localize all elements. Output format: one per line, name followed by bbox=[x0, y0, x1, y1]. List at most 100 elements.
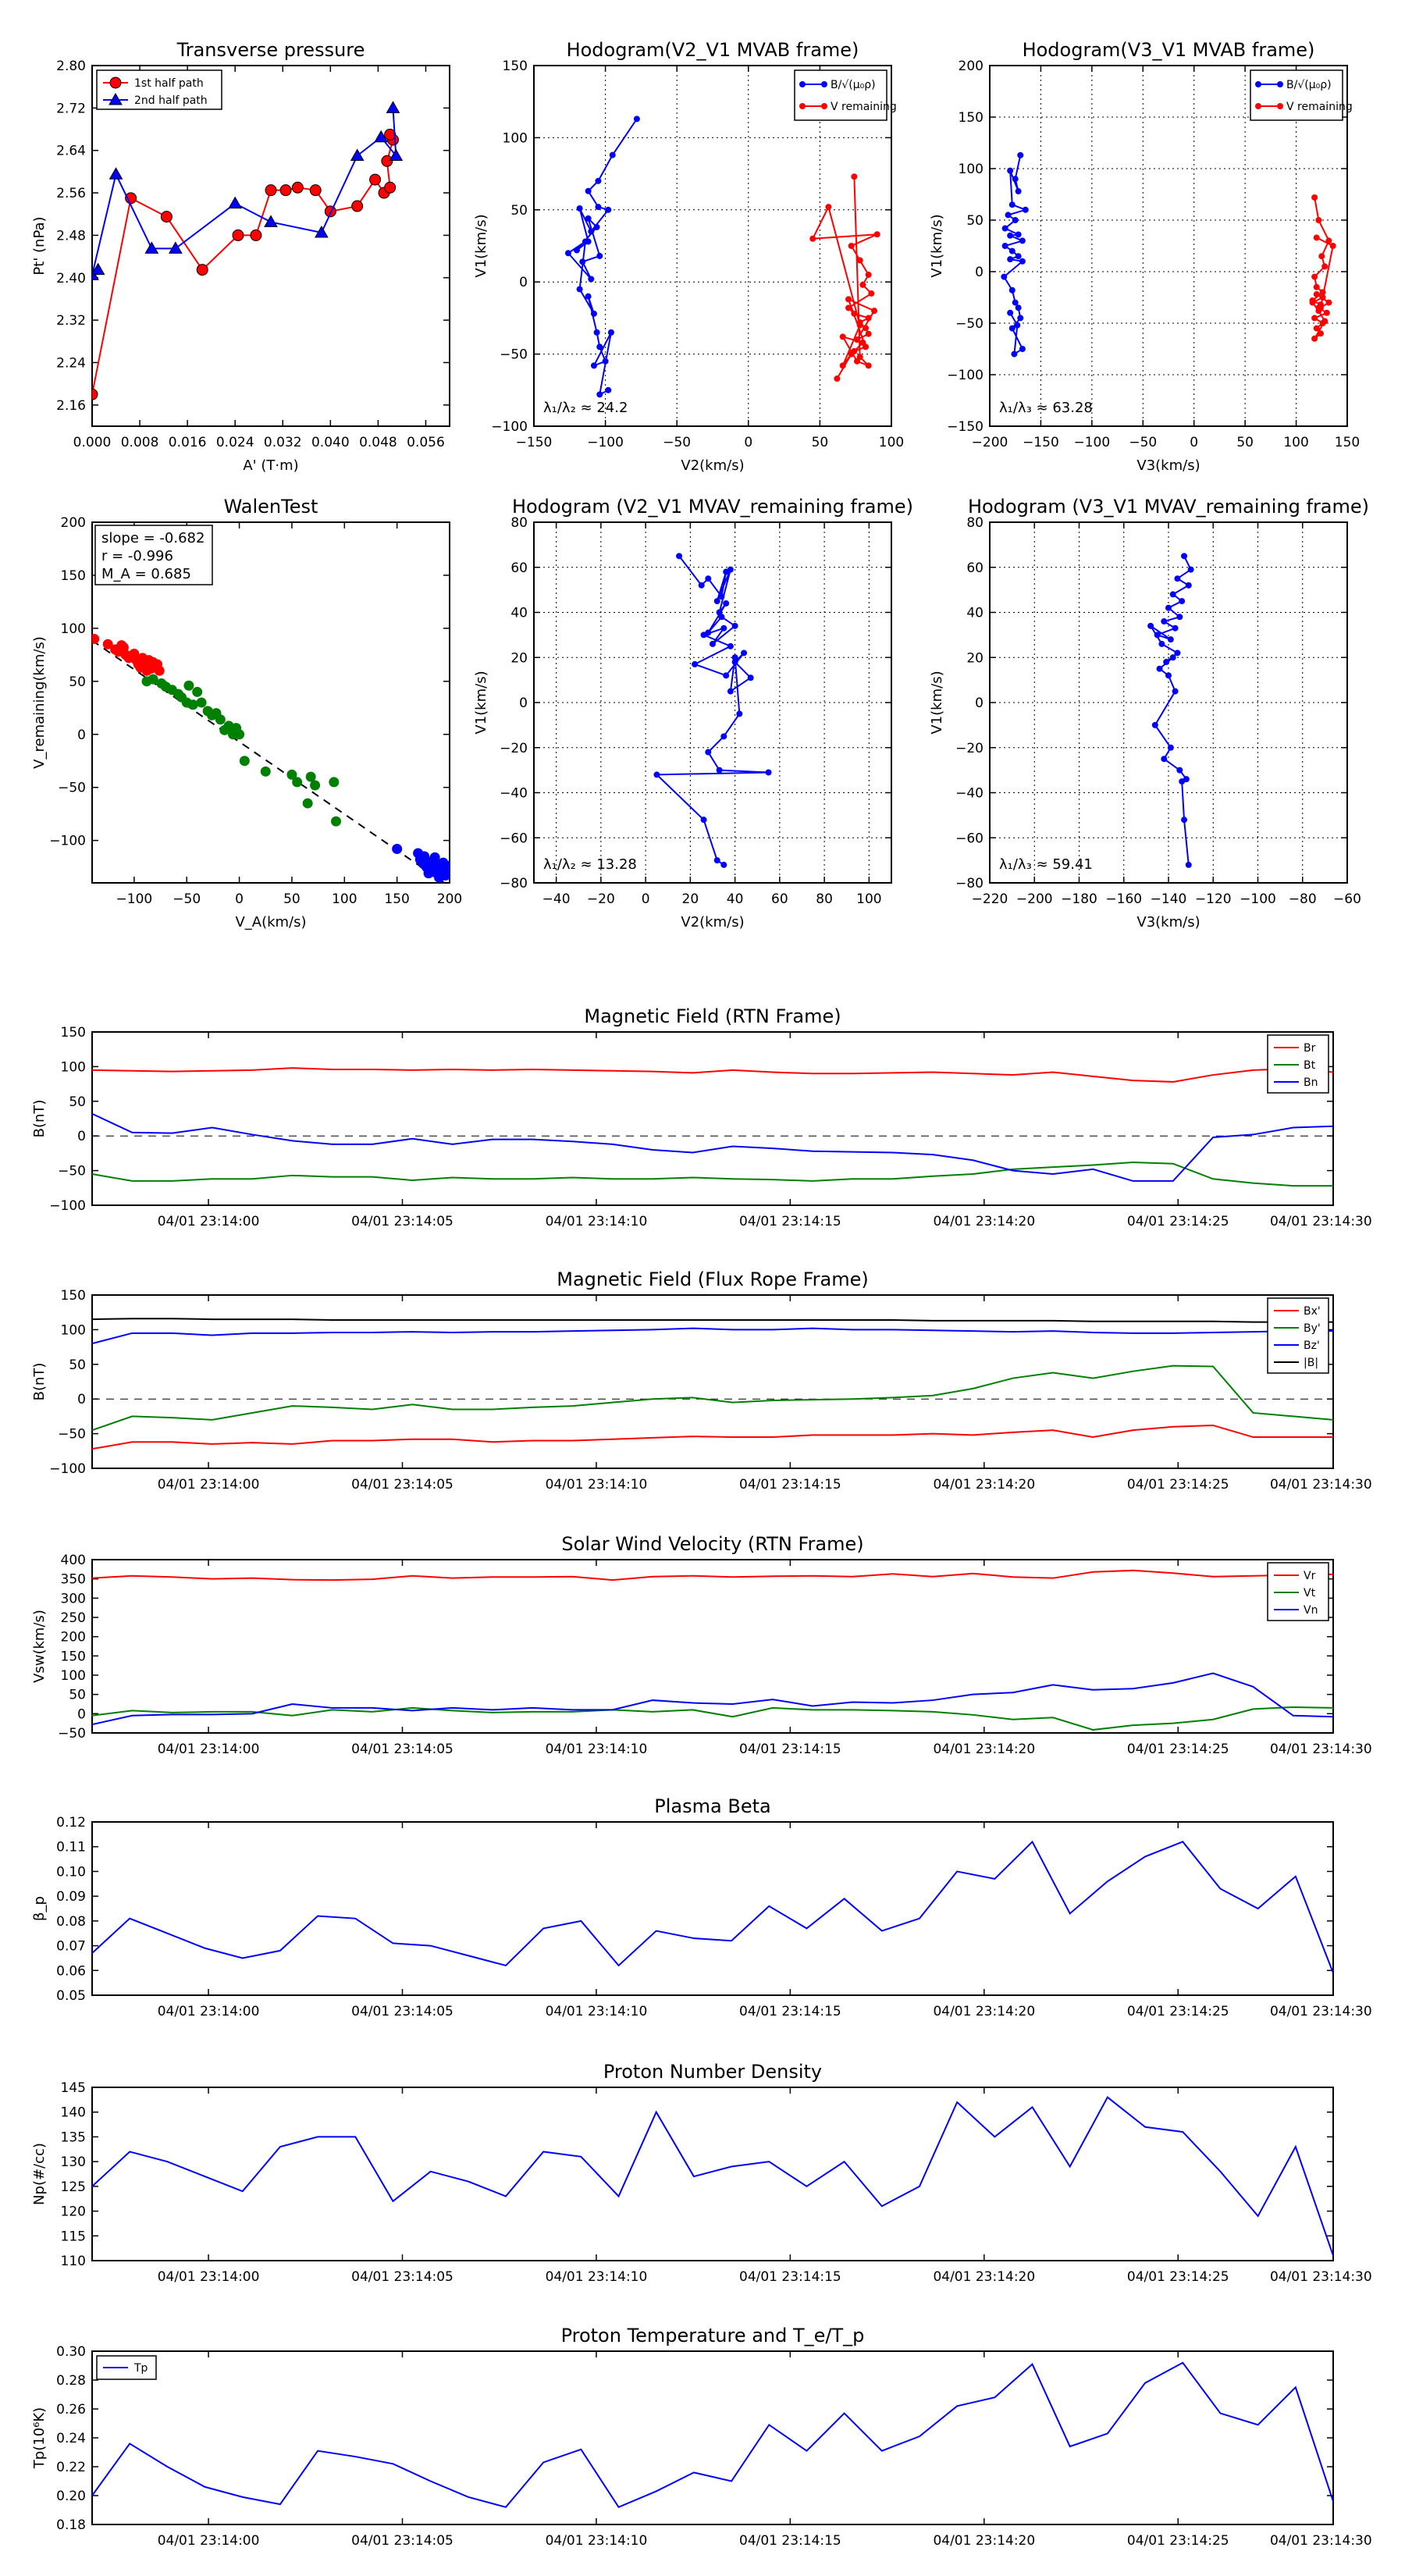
y-tick-label: 0 bbox=[77, 1392, 86, 1407]
data-point bbox=[423, 868, 434, 879]
data-point bbox=[1014, 322, 1021, 329]
series-line-Br bbox=[92, 1067, 1333, 1083]
axes-frame bbox=[91, 1294, 1334, 1469]
legend-label: By' bbox=[1304, 1322, 1321, 1335]
x-tick-label: 150 bbox=[1335, 435, 1360, 450]
data-point bbox=[573, 247, 580, 254]
chart-title-h2r: Hodogram (V2_V1 MVAV_remaining frame) bbox=[512, 496, 913, 518]
data-point bbox=[1008, 247, 1016, 254]
y-tick-label: 100 bbox=[959, 162, 984, 177]
data-point bbox=[1313, 325, 1320, 332]
series-line-Tp bbox=[92, 2361, 1333, 2509]
y-tick-label: 0 bbox=[77, 1129, 86, 1144]
y-tick-label: 100 bbox=[503, 130, 528, 146]
x-tick-label: 50 bbox=[1236, 435, 1254, 450]
x-tick-label: 04/01 23:14:25 bbox=[1127, 2533, 1229, 2549]
x-tick-label: 04/01 23:14:30 bbox=[1270, 1477, 1372, 1493]
data-point bbox=[593, 223, 600, 230]
data-point bbox=[809, 235, 816, 242]
data-point bbox=[1017, 315, 1024, 322]
series-line-Vn bbox=[92, 1672, 1333, 1726]
data-point bbox=[102, 639, 113, 649]
data-point bbox=[1007, 256, 1014, 263]
y-tick-label: 50 bbox=[966, 213, 984, 229]
y-tick-label: −100 bbox=[491, 419, 528, 435]
x-tick-label: −80 bbox=[1289, 891, 1317, 907]
data-point bbox=[286, 769, 297, 780]
legend-label: Bz' bbox=[1304, 1340, 1320, 1352]
data-point bbox=[1313, 283, 1320, 290]
data-point bbox=[851, 347, 858, 354]
data-point bbox=[1001, 243, 1008, 249]
y-tick-label: 80 bbox=[966, 515, 984, 531]
data-point bbox=[1179, 778, 1186, 785]
y-tick-label: 100 bbox=[61, 1059, 86, 1075]
data-point bbox=[1323, 309, 1330, 316]
data-point bbox=[590, 362, 597, 369]
data-point bbox=[386, 101, 400, 113]
legend-marker bbox=[821, 81, 827, 87]
y-axis-label: Pt' (nPa) bbox=[31, 216, 48, 275]
chart-h2: Hodogram(V2_V1 MVAB frame) −100 −50 0 50 100 1… bbox=[473, 39, 904, 474]
data-point bbox=[1329, 243, 1336, 249]
y-axis-label: Tp(10⁶K) bbox=[31, 2407, 48, 2469]
y-tick-label: 2.32 bbox=[56, 313, 86, 329]
y-tick-label: −50 bbox=[58, 1726, 86, 1742]
y-axis-label: V_remaining(km/s) bbox=[31, 636, 48, 769]
series-line-|B| bbox=[92, 1318, 1333, 1323]
data-point bbox=[1015, 231, 1022, 238]
data-point bbox=[633, 116, 640, 123]
data-point bbox=[1309, 299, 1316, 306]
chart-title-vsw: Solar Wind Velocity (RTN Frame) bbox=[561, 1533, 863, 1555]
data-point bbox=[576, 205, 583, 212]
axes-frame bbox=[91, 1031, 1334, 1206]
x-axis-label: V3(km/s) bbox=[1136, 457, 1200, 474]
data-point bbox=[1012, 176, 1019, 183]
y-tick-label: 0.09 bbox=[56, 1889, 86, 1905]
data-point bbox=[1015, 304, 1022, 311]
data-point bbox=[1311, 315, 1318, 322]
chart-vsw: Solar Wind Velocity (RTN Frame) −50 0 50 100… bbox=[31, 1533, 1372, 1757]
y-tick-label: −50 bbox=[955, 316, 984, 332]
data-point bbox=[1325, 299, 1332, 306]
data-point bbox=[865, 315, 872, 322]
x-tick-label: −180 bbox=[1061, 891, 1097, 907]
data-point bbox=[1156, 665, 1163, 672]
data-point bbox=[369, 173, 382, 186]
data-point bbox=[609, 151, 616, 158]
data-point bbox=[720, 733, 727, 740]
data-point bbox=[1321, 263, 1329, 270]
x-tick-label: 200 bbox=[437, 891, 462, 907]
y-tick-label: 2.40 bbox=[56, 271, 86, 286]
y-tick-label: 0.28 bbox=[56, 2373, 86, 2389]
x-tick-label: −100 bbox=[1074, 435, 1111, 450]
y-tick-label: 200 bbox=[61, 515, 86, 531]
stats-line: r = -0.996 bbox=[101, 548, 173, 564]
data-point bbox=[585, 215, 592, 222]
x-tick-label: 04/01 23:14:15 bbox=[739, 1214, 841, 1229]
data-point bbox=[1008, 201, 1016, 208]
chart-mag_rtn: Magnetic Field (RTN Frame) −100 −50 0 50 100 1… bbox=[31, 1005, 1372, 1229]
chart-np: Proton Number Density 110 115 120 125 130 135 1… bbox=[31, 2061, 1372, 2285]
x-tick-label: −160 bbox=[1105, 891, 1142, 907]
data-point bbox=[834, 375, 841, 382]
data-point bbox=[602, 358, 609, 365]
y-tick-label: 110 bbox=[61, 2254, 86, 2269]
legend-marker bbox=[799, 81, 806, 87]
x-tick-label: −150 bbox=[1023, 435, 1059, 450]
data-point bbox=[1187, 566, 1194, 573]
x-tick-label: −100 bbox=[1240, 891, 1276, 907]
series-line-B bbox=[1150, 555, 1192, 865]
data-point bbox=[720, 861, 727, 868]
x-tick-label: 0.056 bbox=[407, 435, 445, 450]
x-tick-label: 04/01 23:14:20 bbox=[933, 2533, 1035, 2549]
x-tick-label: 04/01 23:14:30 bbox=[1270, 1742, 1372, 1757]
data-point bbox=[196, 697, 207, 708]
data-point bbox=[1321, 318, 1329, 325]
y-tick-label: 0.20 bbox=[56, 2489, 86, 2504]
x-tick-label: 40 bbox=[727, 891, 744, 907]
x-tick-label: 0.024 bbox=[216, 435, 254, 450]
legend-label: B/√(μ₀ρ) bbox=[1286, 79, 1332, 91]
data-point bbox=[1007, 309, 1014, 316]
data-point bbox=[265, 184, 277, 197]
